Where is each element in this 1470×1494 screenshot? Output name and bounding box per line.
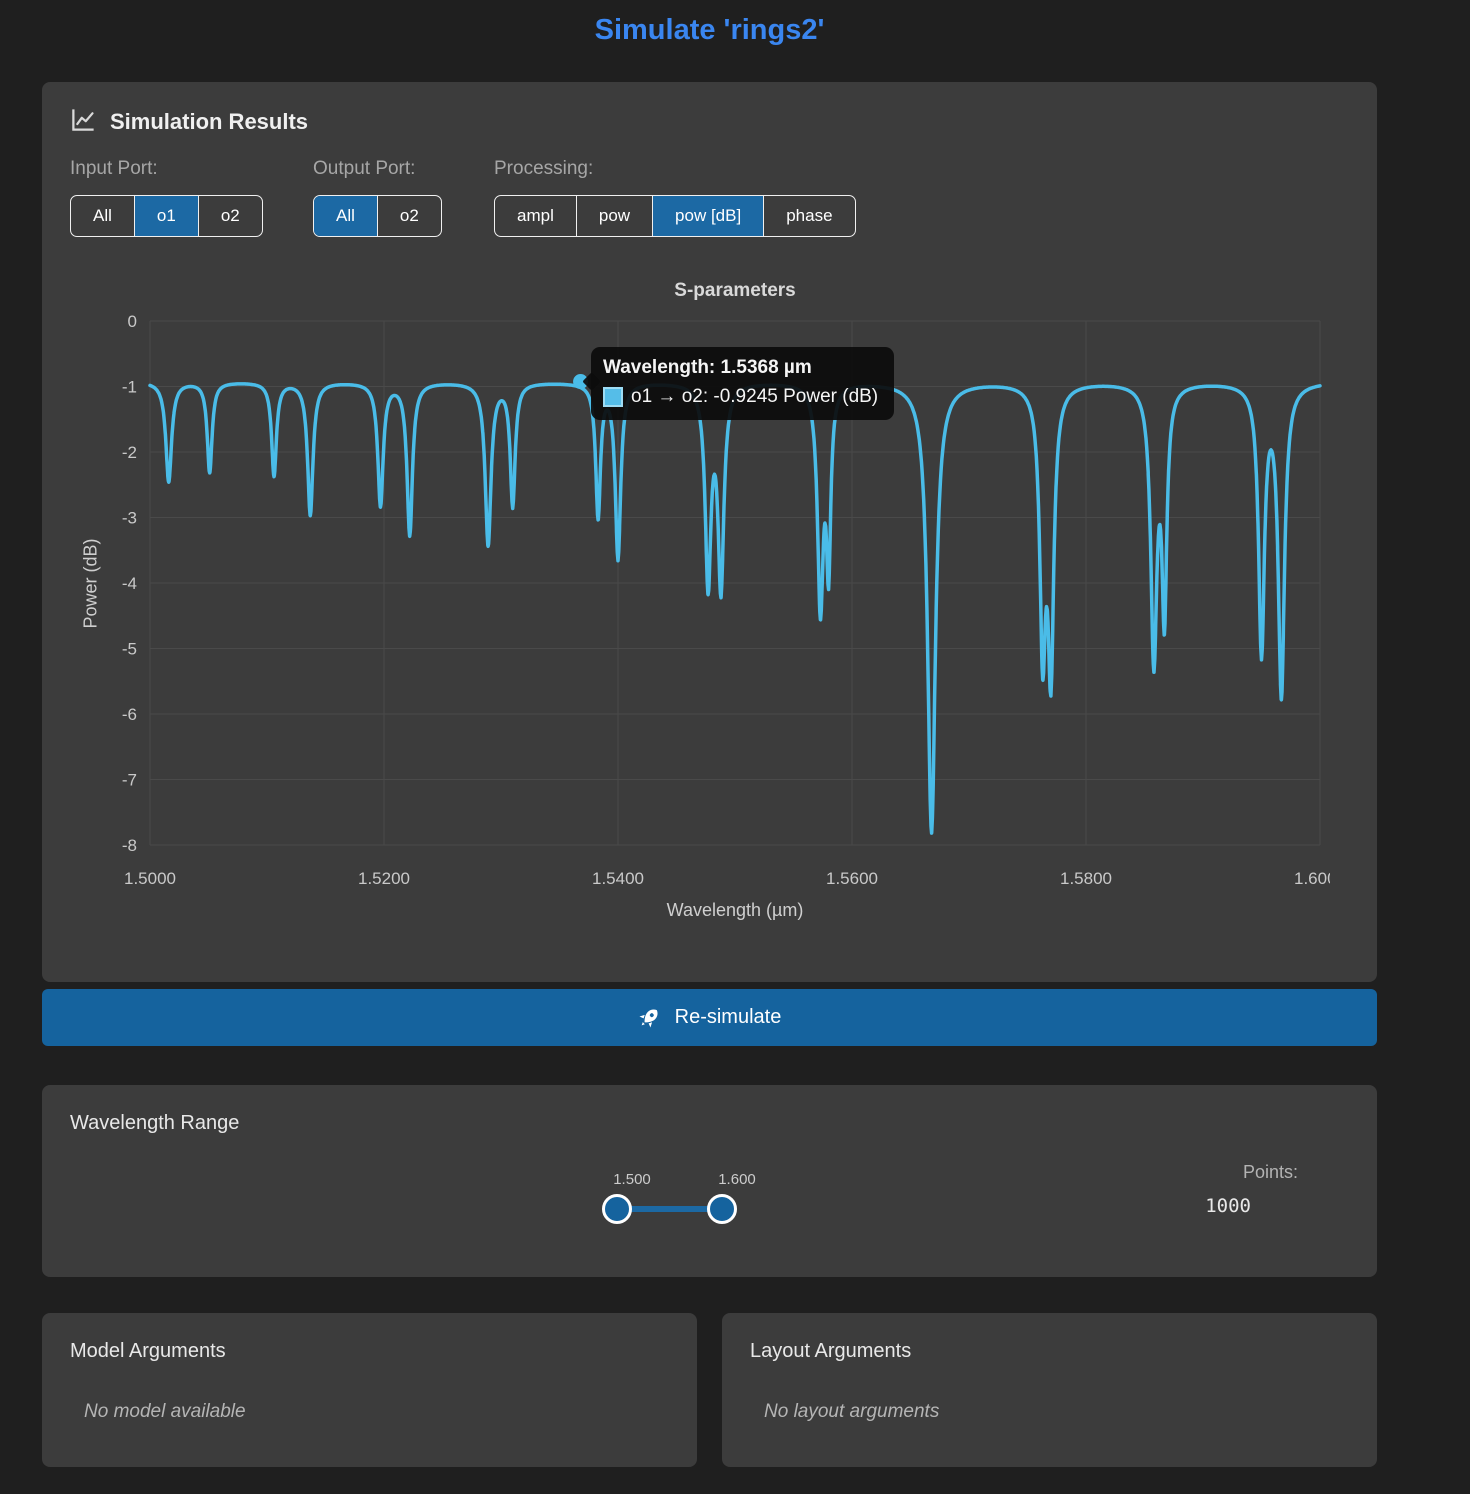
output-port-option-all[interactable]: All [314, 196, 377, 236]
content-column: Simulate 'rings2' Simulation Results Inp… [42, 0, 1377, 1467]
input-port-option-o2[interactable]: o2 [197, 196, 262, 236]
tooltip-value: o1 → o2: -0.9245 Power (dB) [631, 386, 879, 407]
range-max-label: 1.600 [718, 1171, 756, 1188]
processing-group: ampl pow pow [dB] phase [494, 195, 856, 237]
svg-text:1.6000: 1.6000 [1294, 869, 1330, 888]
model-arguments-panel: Model Arguments No model available [42, 1313, 697, 1467]
range-slider-track[interactable] [617, 1206, 722, 1212]
input-port-option-o1[interactable]: o1 [133, 196, 198, 236]
processing-option-phase[interactable]: phase [763, 196, 854, 236]
svg-text:1.5200: 1.5200 [358, 869, 410, 888]
svg-text:-4: -4 [122, 574, 137, 593]
sparams-plot[interactable]: 1.5000 1.5200 1.5400 1.5600 1.5800 1.6000 0 -1 -… [90, 310, 1330, 900]
points-value[interactable]: 1000 [1205, 1195, 1251, 1217]
input-port-option-all[interactable]: All [71, 196, 134, 236]
range-min-label: 1.500 [613, 1171, 651, 1188]
model-arguments-empty: No model available [84, 1401, 246, 1422]
page-title: Simulate 'rings2' [594, 14, 825, 46]
svg-text:-6: -6 [122, 705, 137, 724]
resimulate-label: Re-simulate [674, 1006, 782, 1028]
range-slider-handle-max[interactable] [707, 1194, 737, 1224]
x-axis-title: Wavelength (µm) [666, 900, 804, 920]
svg-text:-3: -3 [122, 509, 137, 528]
svg-text:-1: -1 [122, 378, 137, 397]
input-port-group: All o1 o2 [70, 195, 263, 237]
wavelength-range-panel: Wavelength Range 1.500 1.600 Points: 100… [42, 1085, 1377, 1277]
chart-line-icon [70, 106, 97, 138]
output-port-option-o2[interactable]: o2 [376, 196, 441, 236]
points-label: Points: [1242, 1162, 1298, 1182]
processing-option-pow[interactable]: pow [575, 196, 652, 236]
layout-arguments-title: Layout Arguments [750, 1340, 912, 1362]
layout-arguments-panel: Layout Arguments No layout arguments [722, 1313, 1377, 1467]
y-axis-title: Power (dB) [80, 538, 101, 629]
output-port-group: All o2 [313, 195, 442, 237]
gridlines [149, 320, 1321, 846]
tooltip-wavelength: Wavelength: 1.5368 µm [603, 357, 812, 378]
wavelength-range-title: Wavelength Range [70, 1112, 240, 1134]
svg-text:-7: -7 [122, 771, 137, 790]
svg-text:-8: -8 [122, 836, 137, 855]
chart-title: S-parameters [674, 280, 796, 301]
processing-label: Processing: [494, 158, 594, 179]
range-slider-handle-min[interactable] [602, 1194, 632, 1224]
rocket-icon [633, 1001, 666, 1034]
processing-option-ampl[interactable]: ampl [495, 196, 576, 236]
layout-arguments-empty: No layout arguments [764, 1401, 940, 1422]
output-port-label: Output Port: [313, 158, 416, 179]
svg-text:0: 0 [128, 312, 137, 331]
results-header: Simulation Results [70, 106, 308, 138]
tick-labels: 1.5000 1.5200 1.5400 1.5600 1.5800 1.6000 0 -1 -… [122, 312, 1330, 888]
input-port-label: Input Port: [70, 158, 158, 179]
hover-tooltip: Wavelength: 1.5368 µm o1 → o2: -0.9245 P… [591, 347, 895, 420]
svg-text:1.5600: 1.5600 [826, 869, 878, 888]
svg-text:1.5400: 1.5400 [592, 869, 644, 888]
svg-text:-5: -5 [122, 640, 137, 659]
sparams-series-line [148, 382, 1322, 835]
resimulate-button[interactable]: Re-simulate [42, 989, 1377, 1046]
simulation-results-panel: Simulation Results Input Port: All o1 o2 Out… [42, 82, 1377, 982]
processing-option-pow-db-[interactable]: pow [dB] [652, 196, 764, 236]
results-header-label: Simulation Results [110, 109, 309, 134]
model-arguments-title: Model Arguments [70, 1340, 226, 1362]
svg-text:-2: -2 [122, 443, 137, 462]
sparams-chart: S-parameters 1.5000 1.5200 1.5400 1.5600 1.5… [81, 270, 1331, 930]
series-swatch [603, 387, 623, 407]
svg-text:1.5800: 1.5800 [1060, 869, 1112, 888]
svg-text:1.5000: 1.5000 [124, 869, 176, 888]
